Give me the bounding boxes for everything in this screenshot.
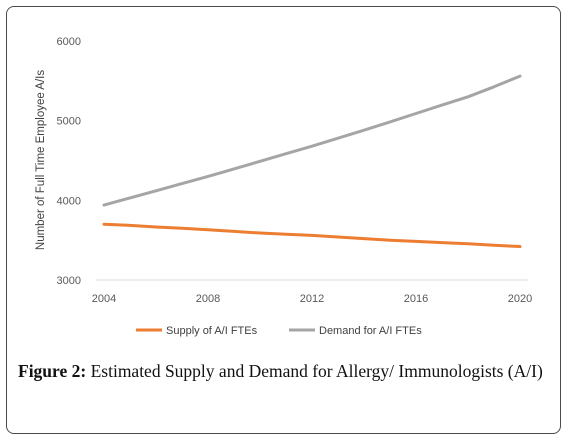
y-tick-labels: 3000 4000 5000 6000	[57, 36, 81, 287]
legend-label-demand: Demand for A/I FTEs	[319, 325, 422, 337]
series-lines	[102, 74, 522, 248]
x-tick-labels: 2004 2008 2012 2016 2020	[92, 293, 532, 305]
y-tick-label: 6000	[57, 36, 81, 48]
y-tick-label: 5000	[57, 116, 81, 128]
x-tick-label: 2020	[508, 293, 532, 305]
legend: Supply of A/I FTEs Demand for A/I FTEs	[136, 325, 422, 337]
x-tick-label: 2012	[300, 293, 324, 305]
y-tick-label: 3000	[57, 275, 81, 287]
figure-label: Figure 2:	[18, 361, 87, 381]
series-line-demand	[102, 74, 522, 207]
legend-label-supply: Supply of A/I FTEs	[166, 325, 258, 337]
y-axis-label: Number of Full Time Employee A/Is	[35, 70, 47, 250]
x-tick-label: 2008	[196, 293, 220, 305]
y-tick-label: 4000	[57, 195, 81, 207]
figure-caption: Figure 2: Estimated Supply and Demand fo…	[18, 360, 550, 383]
x-tick-label: 2016	[404, 293, 428, 305]
x-tick-label: 2004	[92, 293, 116, 305]
figure-caption-text: Estimated Supply and Demand for Allergy/…	[90, 361, 543, 381]
figure-frame	[6, 6, 561, 434]
series-line-supply	[102, 222, 522, 248]
